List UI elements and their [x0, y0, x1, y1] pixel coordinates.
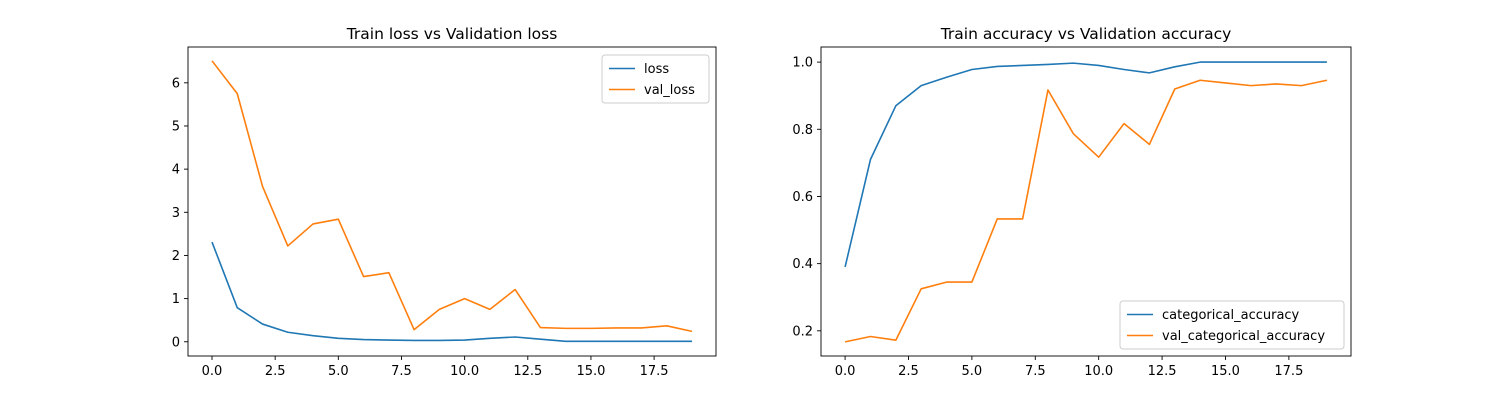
y-tick-label: 3 — [172, 206, 180, 221]
x-tick-label: 10.0 — [1084, 364, 1113, 379]
x-tick-label: 0.0 — [835, 364, 856, 379]
x-tick-label: 2.5 — [265, 364, 286, 379]
y-tick-label: 1 — [172, 292, 180, 307]
x-tick-label: 2.5 — [898, 364, 919, 379]
x-tick-label: 5.0 — [328, 364, 349, 379]
accuracy-chart: 0.0 2.5 5.0 7.5 10.0 12.5 15.0 17.5 0.2 0.4 0.6 0.8… — [792, 25, 1352, 379]
chart-title: Train loss vs Validation loss — [346, 25, 558, 43]
plot-frame — [820, 46, 1352, 357]
x-tick-label: 10.0 — [450, 364, 479, 379]
y-tick-label: 6 — [172, 76, 180, 91]
y-tick-label: 0 — [172, 335, 180, 350]
y-tick-label: 1.0 — [792, 56, 813, 71]
legend-label: categorical_accuracy — [1162, 308, 1300, 323]
legend: loss val_loss — [601, 54, 710, 104]
legend-label: val_loss — [644, 83, 695, 98]
x-tick-label: 15.0 — [576, 364, 605, 379]
series-line-categorical-accuracy — [844, 61, 1327, 268]
y-tick-label: 2 — [172, 249, 180, 264]
x-tick-label: 0.0 — [202, 364, 223, 379]
y-tick-label: 4 — [172, 163, 180, 178]
x-tick-label: 12.5 — [1148, 364, 1177, 379]
legend: categorical_accuracy val_categorical_accu… — [1119, 300, 1345, 350]
x-tick-label: 15.0 — [1211, 364, 1240, 379]
plot-frame — [187, 46, 717, 357]
series-line-val-loss — [211, 60, 693, 333]
legend-box — [1119, 300, 1345, 350]
x-tick-label: 7.5 — [391, 364, 412, 379]
x-tick-label: 7.5 — [1025, 364, 1046, 379]
chart-title: Train accuracy vs Validation accuracy — [940, 25, 1232, 43]
y-tick-label: 5 — [172, 119, 180, 134]
legend-label: val_categorical_accuracy — [1162, 329, 1325, 344]
x-tick-label: 17.5 — [1274, 364, 1303, 379]
x-tick-label: 17.5 — [640, 364, 669, 379]
y-tick-label: 0.2 — [792, 324, 813, 339]
y-tick-label: 0.6 — [792, 190, 813, 205]
series-line-loss — [211, 241, 692, 343]
legend-label: loss — [644, 62, 669, 77]
loss-chart: 0.0 2.5 5.0 7.5 10.0 12.5 15.0 17.5 0 1 2 3 4 5 6 Train… — [172, 25, 717, 379]
legend-box — [601, 54, 710, 104]
x-tick-label: 5.0 — [962, 364, 983, 379]
series-line-val-categorical-accuracy — [844, 79, 1328, 343]
y-tick-label: 0.4 — [792, 257, 813, 272]
x-tick-label: 12.5 — [513, 364, 542, 379]
y-tick-label: 0.8 — [792, 123, 813, 138]
